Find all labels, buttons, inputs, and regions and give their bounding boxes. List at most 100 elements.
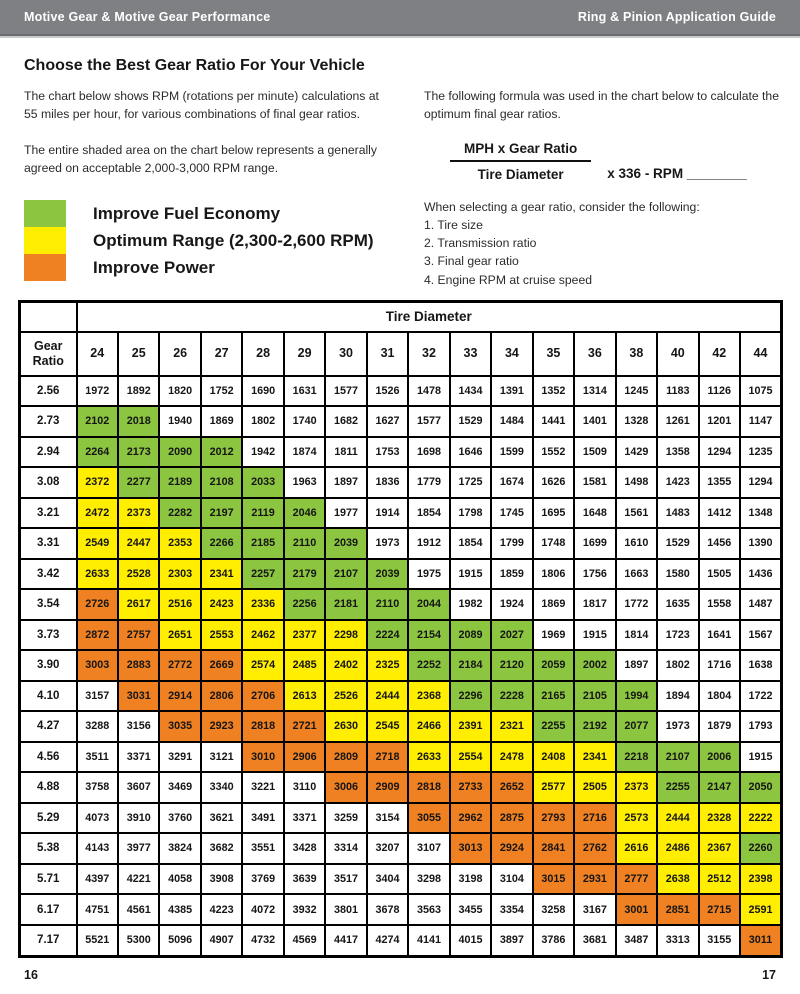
rpm-cell: 2192 xyxy=(573,710,617,743)
rpm-cell: 1674 xyxy=(490,466,534,499)
tire-size-header: 42 xyxy=(697,330,742,377)
rpm-cell: 2373 xyxy=(614,771,659,804)
table-header-row: Gear Ratio 24 25 26 27 28 29 30 31 32 33 34 35 36 38 40 4… xyxy=(18,330,783,377)
rpm-cell: 2444 xyxy=(365,679,410,713)
tire-size-header: 34 xyxy=(490,330,534,377)
rpm-cell: 2573 xyxy=(614,801,659,835)
rpm-cell: 1798 xyxy=(448,496,493,530)
rpm-cell: 1723 xyxy=(656,618,700,652)
rpm-cell: 1401 xyxy=(573,405,617,438)
rpm-cell: 3155 xyxy=(697,923,742,958)
gear-table: Tire Diameter Gear Ratio 24 25 26 27 28 29 30 31 32… xyxy=(18,300,783,958)
rpm-cell: 2652 xyxy=(490,771,534,804)
rpm-cell: 2591 xyxy=(739,893,783,926)
rpm-cell: 4274 xyxy=(365,923,410,958)
rpm-cell: 3760 xyxy=(158,801,202,835)
rpm-cell: 3428 xyxy=(282,832,327,865)
rpm-cell: 2181 xyxy=(324,588,368,621)
rpm-cell: 1915 xyxy=(448,557,493,591)
rpm-cell: 2189 xyxy=(158,466,202,499)
rpm-cell: 4221 xyxy=(116,862,161,896)
rpm-cell: 1695 xyxy=(531,496,576,530)
table-title-row: Tire Diameter xyxy=(18,300,783,333)
rpm-cell: 3469 xyxy=(158,771,202,804)
rpm-cell: 1075 xyxy=(739,374,783,407)
rpm-cell: 2197 xyxy=(199,496,244,530)
formula-column: The following formula was used in the ch… xyxy=(424,87,784,289)
rpm-cell: 3517 xyxy=(324,862,368,896)
rpm-cell: 3006 xyxy=(324,771,368,804)
rpm-cell: 1505 xyxy=(697,557,742,591)
table-row: 3.42 2633 2528 2303 2341 2257 2179 2107 2039 1975… xyxy=(18,557,783,591)
rpm-cell: 1648 xyxy=(573,496,617,530)
gear-ratio-cell: 3.90 xyxy=(18,649,78,682)
rpm-cell: 2478 xyxy=(490,740,534,774)
rpm-cell: 2059 xyxy=(531,649,576,682)
rpm-cell: 1627 xyxy=(365,405,410,438)
rpm-cell: 3371 xyxy=(116,740,161,774)
rpm-cell: 3551 xyxy=(241,832,285,865)
rpm-cell: 1799 xyxy=(490,527,534,560)
rpm-cell: 2228 xyxy=(490,679,534,713)
rpm-cell: 1484 xyxy=(490,405,534,438)
rpm-cell: 1869 xyxy=(531,588,576,621)
rpm-cell: 5096 xyxy=(158,923,202,958)
rpm-cell: 2044 xyxy=(407,588,451,621)
rpm-cell: 2633 xyxy=(407,740,451,774)
tire-diameter-header: Tire Diameter xyxy=(75,300,783,333)
consideration-item-1: 1. Tire size xyxy=(424,217,483,232)
rpm-cell: 1358 xyxy=(656,435,700,469)
rpm-cell: 1294 xyxy=(739,466,783,499)
rpm-cell: 3678 xyxy=(365,893,410,926)
rpm-cell: 2716 xyxy=(573,801,617,835)
rpm-cell: 2089 xyxy=(448,618,493,652)
rpm-cell: 2818 xyxy=(241,710,285,743)
tire-size-header: 33 xyxy=(448,330,493,377)
rpm-cell: 3121 xyxy=(199,740,244,774)
rpm-cell: 1663 xyxy=(614,557,659,591)
rpm-cell: 4143 xyxy=(75,832,119,865)
rpm-cell: 2257 xyxy=(241,557,285,591)
intro-column: The chart below shows RPM (rotations per… xyxy=(24,87,392,282)
rpm-cell: 1752 xyxy=(199,374,244,407)
rpm-cell: 1897 xyxy=(614,649,659,682)
gear-ratio-cell: 3.08 xyxy=(18,466,78,499)
rpm-cell: 1973 xyxy=(365,527,410,560)
rpm-cell: 3932 xyxy=(282,893,327,926)
rpm-cell: 3003 xyxy=(75,649,119,682)
rpm-cell: 1977 xyxy=(324,496,368,530)
table-row: 3.54 2726 2617 2516 2423 2336 2256 2181 2110 2044… xyxy=(18,588,783,621)
rpm-cell: 4561 xyxy=(116,893,161,926)
rpm-cell: 1914 xyxy=(365,496,410,530)
rpm-cell: 2733 xyxy=(448,771,493,804)
rpm-cell: 3107 xyxy=(407,832,451,865)
rpm-cell: 4058 xyxy=(158,862,202,896)
rpm-cell: 2260 xyxy=(739,832,783,865)
tire-size-header: 30 xyxy=(324,330,368,377)
formula-denominator: Tire Diameter xyxy=(477,166,564,182)
rpm-cell: 2328 xyxy=(697,801,742,835)
rpm-cell: 1940 xyxy=(158,405,202,438)
rpm-cell: 2184 xyxy=(448,649,493,682)
table-row: 3.31 2549 2447 2353 2266 2185 2110 2039 1973 1912… xyxy=(18,527,783,560)
rpm-cell: 3607 xyxy=(116,771,161,804)
rpm-cell: 3291 xyxy=(158,740,202,774)
rpm-cell: 2851 xyxy=(656,893,700,926)
rpm-cell: 2553 xyxy=(199,618,244,652)
rpm-cell: 2006 xyxy=(697,740,742,774)
gear-ratio-cell: 5.38 xyxy=(18,832,78,865)
rpm-cell: 1745 xyxy=(490,496,534,530)
rpm-cell: 1552 xyxy=(531,435,576,469)
rpm-cell: 2924 xyxy=(490,832,534,865)
rpm-cell: 2516 xyxy=(158,588,202,621)
rpm-cell: 1567 xyxy=(739,618,783,652)
rpm-cell: 2638 xyxy=(656,862,700,896)
rpm-cell: 1725 xyxy=(448,466,493,499)
rpm-cell: 2353 xyxy=(158,527,202,560)
rpm-cell: 4397 xyxy=(75,862,119,896)
rpm-cell: 4015 xyxy=(448,923,493,958)
rpm-cell: 1806 xyxy=(531,557,576,591)
rpm-cell: 1261 xyxy=(656,405,700,438)
tire-size-header: 44 xyxy=(739,330,783,377)
rpm-cell: 2303 xyxy=(158,557,202,591)
